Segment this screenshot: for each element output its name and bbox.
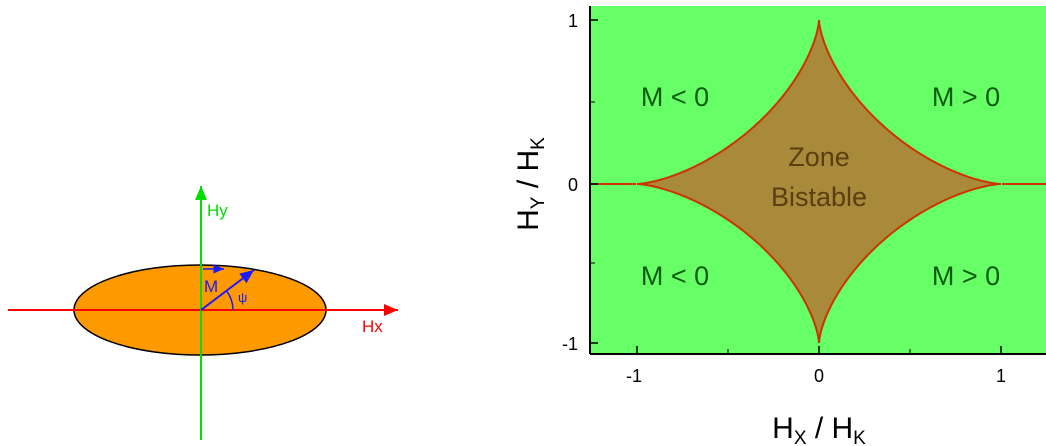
zone-label-line1: Zone <box>788 142 850 172</box>
psi-angle-label: ψ <box>238 290 247 305</box>
y-axis-title: HY / HK <box>512 137 549 231</box>
m-vector-label: M <box>204 277 218 296</box>
bistable-zone-astroid <box>637 20 1001 343</box>
y-tick-label: 1 <box>568 11 578 31</box>
x-tick-label: 0 <box>814 366 824 386</box>
ellipse-diagram: M ψ Hx Hy <box>8 186 398 440</box>
x-tick-label: 1 <box>996 366 1006 386</box>
zone-label-line2: Bistable <box>771 182 867 212</box>
quadrant-top-right-label: M > 0 <box>932 82 1000 112</box>
quadrant-top-left-label: M < 0 <box>641 82 709 112</box>
stability-diagram: 1 0 -1 -1 0 1 M < 0 M > 0 M < 0 M > 0 Zo… <box>512 6 1046 446</box>
y-tick-label: -1 <box>562 334 578 354</box>
magnetization-vector <box>200 269 255 311</box>
quadrant-bottom-right-label: M > 0 <box>932 261 1000 291</box>
x-tick-label: -1 <box>626 366 642 386</box>
quadrant-bottom-left-label: M < 0 <box>641 261 709 291</box>
y-tick-label: 0 <box>568 175 578 195</box>
psi-angle-arc <box>225 290 234 311</box>
x-axis-title: HX / HK <box>772 412 866 446</box>
hx-axis-label: Hx <box>362 317 383 336</box>
hy-axis-label: Hy <box>207 201 228 220</box>
